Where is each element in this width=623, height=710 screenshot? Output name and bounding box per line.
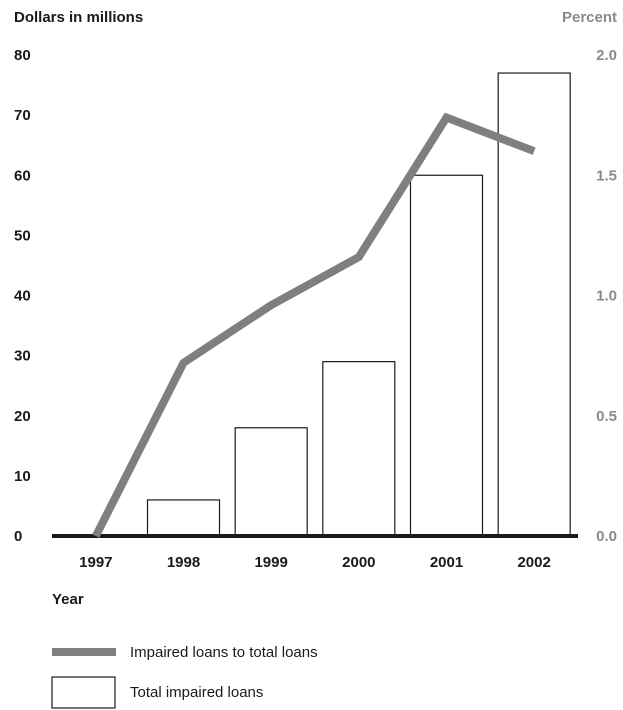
- bar-2000: [322, 361, 396, 537]
- category-label: 1997: [79, 554, 112, 571]
- legend-bar-swatch: [51, 676, 116, 709]
- legend-line-label: Impaired loans to total loans: [130, 644, 318, 661]
- right-tick-label: 1.0: [596, 288, 617, 305]
- right-axis-ticks: 2.0 1.5 1.0 0.5 0.0: [596, 47, 617, 545]
- category-label: 1998: [167, 554, 200, 571]
- category-label: 2001: [430, 554, 463, 571]
- bars: [146, 72, 571, 537]
- category-labels: 1997 1998 1999 2000 2001 2002: [79, 554, 551, 571]
- left-tick-label: 20: [14, 408, 31, 425]
- bar-1999: [234, 427, 308, 537]
- right-tick-label: 0.5: [596, 408, 617, 425]
- left-tick-label: 80: [14, 47, 31, 64]
- bar-2001: [409, 174, 484, 537]
- legend: Impaired loans to total loans Total impa…: [51, 644, 318, 709]
- legend-bar-label: Total impaired loans: [130, 684, 263, 701]
- right-axis-title: Percent: [562, 9, 617, 26]
- category-label: 1999: [254, 554, 287, 571]
- bar-1998: [146, 499, 221, 537]
- category-label: 2000: [342, 554, 375, 571]
- right-tick-label: 1.5: [596, 167, 617, 184]
- left-tick-label: 40: [14, 288, 31, 305]
- right-tick-label: 0.0: [596, 528, 617, 545]
- left-tick-label: 60: [14, 167, 31, 184]
- left-axis-ticks: 80 70 60 50 40 30 20 10 0: [14, 47, 31, 545]
- left-axis-title: Dollars in millions: [14, 9, 143, 26]
- x-axis-title: Year: [52, 591, 84, 608]
- left-tick-label: 70: [14, 107, 31, 124]
- category-label: 2002: [517, 554, 550, 571]
- right-tick-label: 2.0: [596, 47, 617, 64]
- left-tick-label: 0: [14, 528, 22, 545]
- left-tick-label: 30: [14, 348, 31, 365]
- left-tick-label: 10: [14, 468, 31, 485]
- left-tick-label: 50: [14, 227, 31, 244]
- line-impaired-ratio: [92, 112, 536, 538]
